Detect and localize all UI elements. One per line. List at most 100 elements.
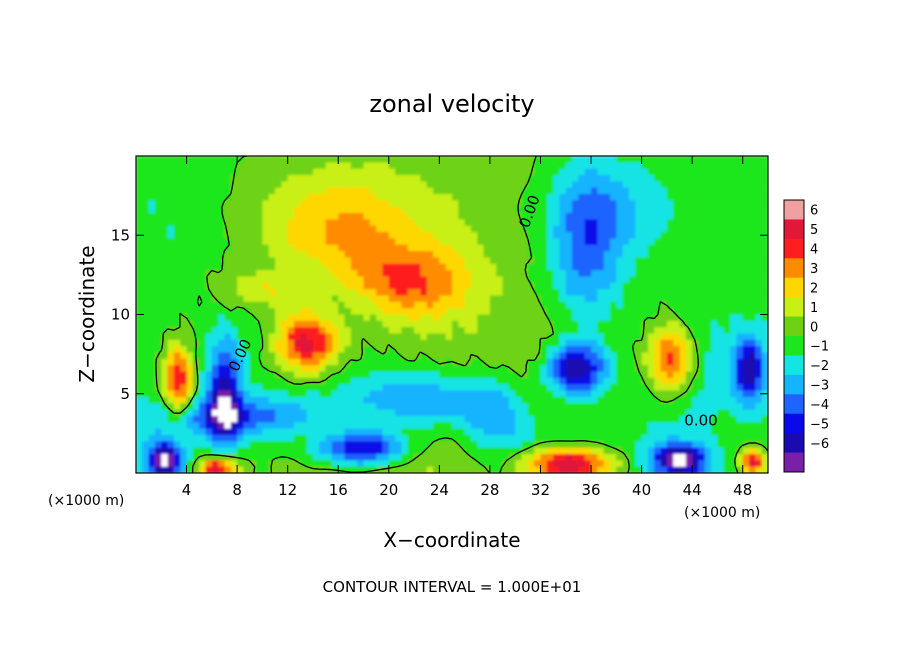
field-cell <box>300 225 308 233</box>
field-cell <box>666 225 674 233</box>
field-cell <box>742 308 750 316</box>
field-cell <box>692 282 700 290</box>
field-cell <box>736 390 744 398</box>
field-cell <box>470 270 478 278</box>
field-cell <box>136 301 143 309</box>
field-cell <box>382 232 390 240</box>
field-cell <box>249 175 257 182</box>
field-cell <box>515 251 523 259</box>
field-cell <box>167 434 175 442</box>
field-cell <box>698 422 706 430</box>
field-cell <box>711 352 719 360</box>
field-cell <box>597 403 605 411</box>
field-cell <box>470 175 478 182</box>
field-cell <box>749 447 756 455</box>
field-cell <box>382 181 390 189</box>
field-cell <box>685 206 693 214</box>
field-cell <box>173 225 181 233</box>
field-cell <box>546 263 554 271</box>
field-cell <box>275 162 282 170</box>
field-cell <box>597 466 605 473</box>
field-cell <box>319 365 327 373</box>
field-cell <box>325 428 333 436</box>
field-cell <box>388 396 396 404</box>
field-cell <box>382 270 390 278</box>
field-cell <box>192 162 200 170</box>
field-cell <box>167 308 175 316</box>
field-cell <box>534 422 542 430</box>
field-cell <box>300 219 308 227</box>
field-cell <box>401 206 409 214</box>
field-cell <box>237 365 245 373</box>
field-cell <box>287 282 295 290</box>
field-cell <box>717 238 725 246</box>
field-cell <box>161 352 169 360</box>
field-cell <box>249 320 257 328</box>
field-cell <box>249 409 257 417</box>
field-cell <box>439 244 447 252</box>
field-cell <box>521 276 529 284</box>
field-cell <box>584 200 592 208</box>
field-cell <box>565 206 573 214</box>
field-cell <box>641 175 649 182</box>
field-cell <box>369 434 377 442</box>
field-cell <box>275 314 282 322</box>
field-cell <box>553 162 561 170</box>
field-cell <box>237 346 245 354</box>
field-cell <box>262 447 270 455</box>
field-cell <box>325 194 333 201</box>
field-cell <box>635 358 643 366</box>
field-cell <box>641 206 649 214</box>
field-cell <box>470 263 478 271</box>
field-cell <box>685 295 693 303</box>
field-cell <box>698 434 706 442</box>
field-cell <box>268 162 276 170</box>
field-cell <box>755 396 763 404</box>
field-cell <box>344 453 352 461</box>
field-cell <box>388 390 396 398</box>
field-cell <box>515 156 523 163</box>
field-cell <box>136 194 143 201</box>
field-cell <box>161 263 169 271</box>
field-cell <box>502 396 510 404</box>
field-cell <box>287 377 295 385</box>
field-cell <box>483 409 491 417</box>
field-cell <box>249 327 257 335</box>
field-cell <box>692 320 700 328</box>
field-cell <box>148 428 156 436</box>
field-cell <box>376 213 384 220</box>
field-cell <box>230 156 238 163</box>
field-cell <box>755 162 763 170</box>
field-cell <box>268 308 276 316</box>
field-cell <box>256 187 263 195</box>
field-cell <box>698 358 706 366</box>
field-cell <box>477 371 485 379</box>
field-cell <box>578 270 586 278</box>
field-cell <box>534 213 542 220</box>
field-cell <box>369 390 377 398</box>
field-cell <box>300 295 308 303</box>
field-cell <box>628 441 636 449</box>
field-cell <box>635 225 643 233</box>
field-cell <box>660 327 668 335</box>
field-cell <box>325 200 333 208</box>
field-cell <box>761 453 768 461</box>
field-cell <box>730 466 737 473</box>
field-cell <box>161 162 169 170</box>
field-cell <box>256 213 263 220</box>
field-cell <box>173 251 181 259</box>
field-cell <box>603 409 611 417</box>
field-cell <box>357 403 365 411</box>
field-cell <box>635 175 643 182</box>
field-cell <box>515 352 523 360</box>
field-cell <box>736 339 744 347</box>
field-cell <box>211 238 219 246</box>
field-cell <box>230 403 238 411</box>
field-cell <box>433 251 440 259</box>
field-cell <box>237 377 245 385</box>
field-cell <box>256 225 263 233</box>
field-cell <box>584 238 592 246</box>
field-cell <box>249 460 257 468</box>
field-cell <box>186 415 194 423</box>
field-cell <box>439 225 447 233</box>
